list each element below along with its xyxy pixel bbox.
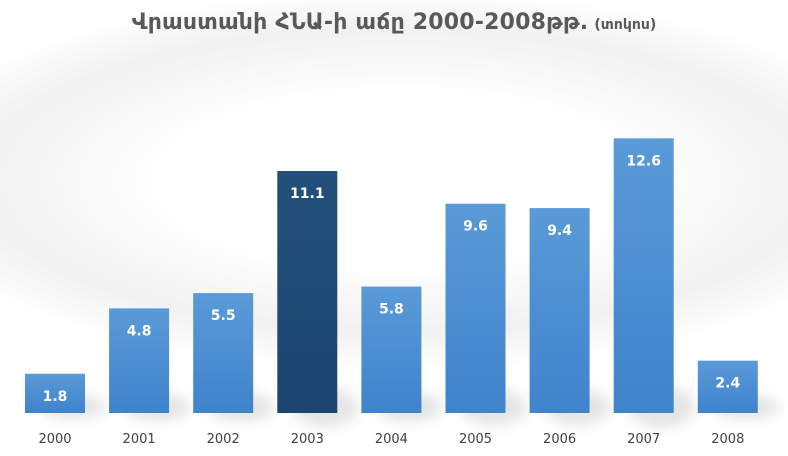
- data-label-2008: 2.4: [715, 376, 740, 392]
- bar-2006: [529, 208, 590, 413]
- bar-2003: [277, 171, 338, 413]
- data-label-2000: 1.8: [43, 389, 68, 405]
- x-tick-label-2003: 2003: [291, 432, 324, 447]
- x-tick-label-2002: 2002: [207, 432, 240, 447]
- bar-2007: [613, 138, 674, 413]
- chart-title-text: Վրաստանի ՀՆԱ-ի աճը 2000-2008թթ.: [131, 10, 589, 35]
- bar-2004: [361, 286, 422, 413]
- x-tick-label-2008: 2008: [711, 432, 744, 447]
- x-tick-label-2001: 2001: [123, 432, 156, 447]
- bar-2002: [193, 293, 254, 413]
- data-label-2003: 11.1: [290, 186, 325, 202]
- data-label-2004: 5.8: [379, 302, 404, 318]
- x-tick-label-2004: 2004: [375, 432, 408, 447]
- x-tick-label-2007: 2007: [627, 432, 660, 447]
- data-label-2005: 9.6: [463, 219, 488, 235]
- x-tick-label-2000: 2000: [38, 432, 71, 447]
- chart-unit: (տոկոս): [594, 17, 657, 33]
- data-label-2002: 5.5: [211, 308, 236, 324]
- bar-2005: [445, 203, 506, 413]
- data-label-2006: 9.4: [547, 223, 572, 239]
- bar-2001: [109, 308, 170, 413]
- data-label-2007: 12.6: [626, 153, 661, 169]
- data-label-2001: 4.8: [127, 323, 152, 339]
- bar-2000: [25, 373, 85, 413]
- x-tick-label-2006: 2006: [543, 432, 576, 447]
- x-tick-label-2005: 2005: [459, 432, 492, 447]
- chart-title: Վրաստանի ՀՆԱ-ի աճը 2000-2008թթ. (տոկոս): [0, 10, 788, 35]
- bar-2008: [697, 360, 758, 413]
